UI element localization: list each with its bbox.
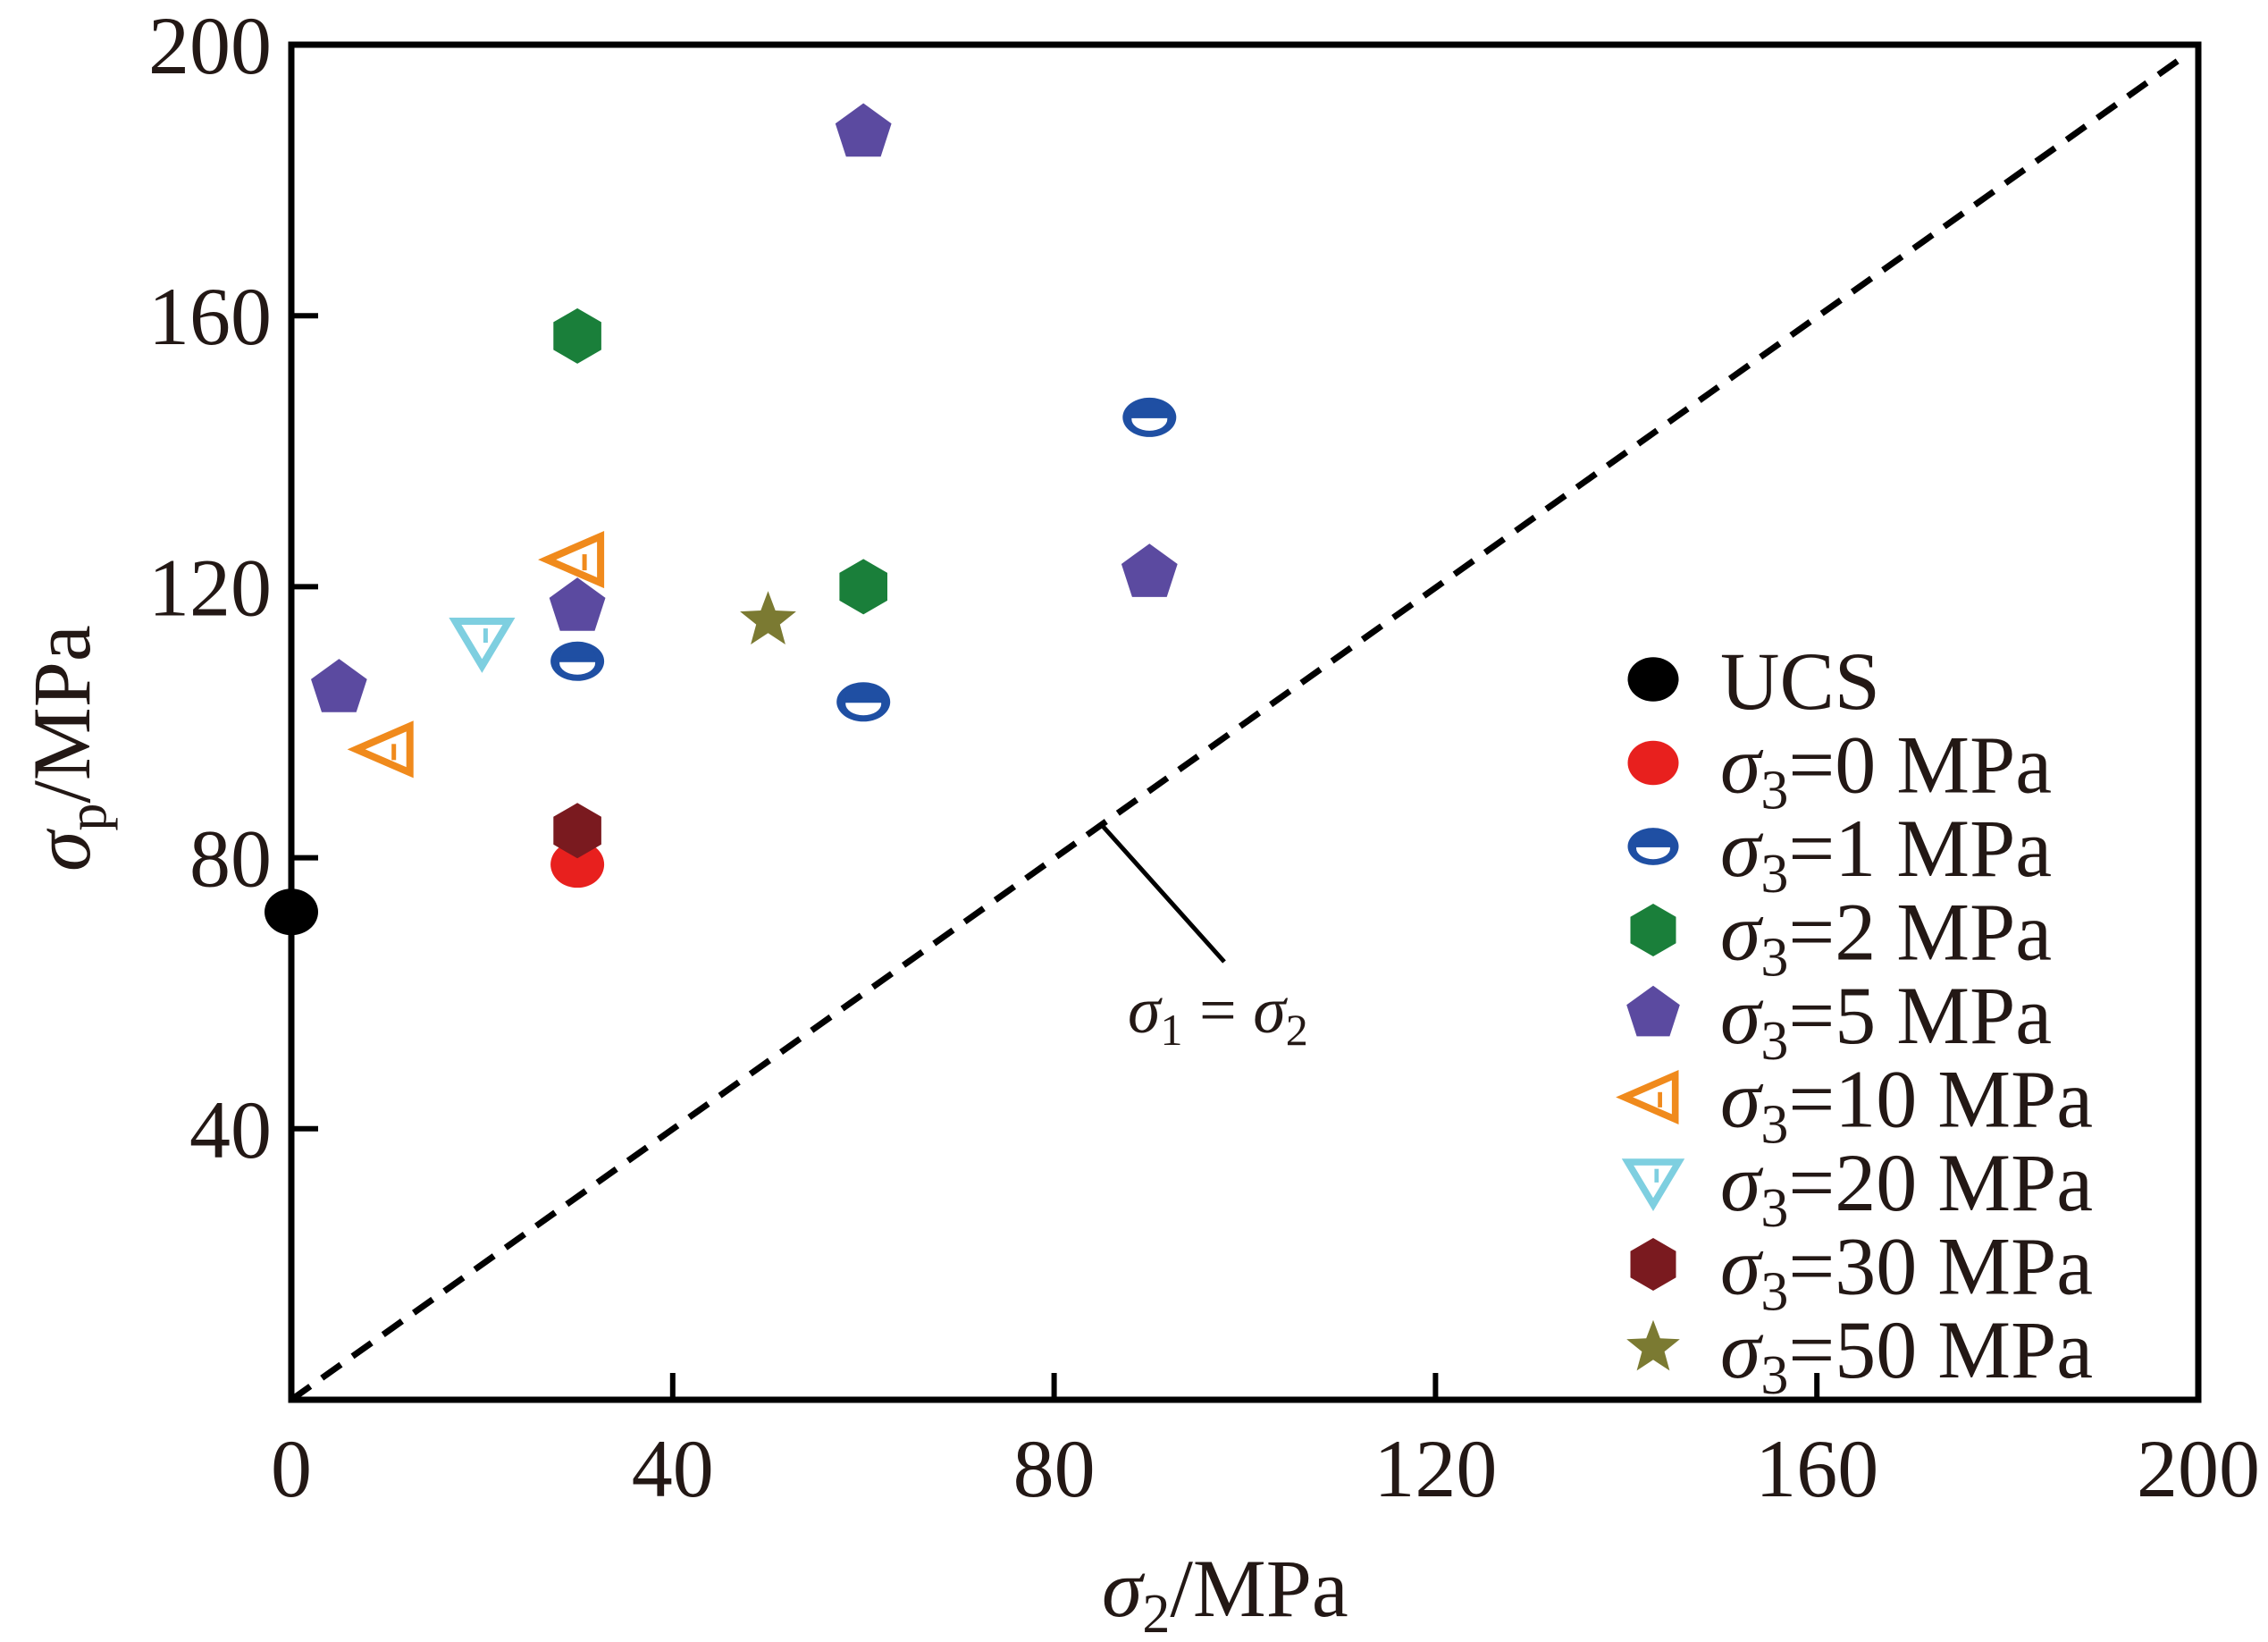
legend-marker — [1630, 1238, 1676, 1291]
legend-entry: UCS — [1627, 636, 1880, 727]
legend-marker — [1616, 1070, 1679, 1124]
plot-frame — [288, 41, 2202, 1403]
legend-marker — [1626, 985, 1680, 1037]
x-tick-label: 200 — [2137, 1423, 2260, 1514]
y-tick-label: 120 — [148, 542, 272, 633]
legend-label: σ3=0 MPa — [1720, 720, 2052, 821]
plot-area: σ1 = σ2 — [289, 56, 2183, 1402]
x-axis-title: σ2/MPa — [1102, 1543, 1348, 1642]
legend-entry: σ3=2 MPa — [1630, 887, 2052, 989]
marker-triangle-left-5-1 — [538, 530, 605, 589]
data-markers — [265, 103, 1178, 936]
legend-entry: σ3=1 MPa — [1627, 803, 2052, 905]
legend-label: σ3=50 MPa — [1720, 1304, 2093, 1406]
marker-star-8-0 — [740, 591, 796, 644]
axes: 0 40 80 120 160 200 40 80 120 160 200 σ2/MPa σp/MPa — [16, 0, 2260, 1642]
legend-marker — [1626, 1319, 1680, 1371]
reference-line — [289, 56, 2183, 1402]
y-tick-label: 40 — [189, 1084, 272, 1175]
legend-label: σ3=30 MPa — [1720, 1221, 2093, 1323]
y-axis-title: σp/MPa — [16, 625, 118, 872]
marker-circle-half-2-0 — [550, 641, 605, 681]
y-tick-label: 80 — [189, 813, 272, 905]
legend-label: σ3=1 MPa — [1720, 803, 2052, 905]
legend-entry: σ3=10 MPa — [1616, 1054, 2093, 1156]
legend-label: UCS — [1720, 636, 1880, 727]
legend-entry: σ3=0 MPa — [1627, 720, 2052, 821]
marker-triangle-down-6-0 — [449, 618, 516, 673]
marker-pentagon-4-2 — [835, 103, 892, 157]
legend-marker — [1621, 1158, 1685, 1211]
marker-pentagon-4-1 — [549, 577, 606, 631]
legend-entry: σ3=30 MPa — [1630, 1221, 2093, 1323]
annotation-leader — [1099, 822, 1226, 964]
y-tick-label: 160 — [148, 271, 272, 362]
legend-marker — [1627, 657, 1679, 702]
marker-hexagon-3-0 — [553, 307, 601, 364]
legend-marker — [1627, 828, 1679, 865]
marker-pentagon-4-3 — [1121, 543, 1178, 597]
x-tick-label: 120 — [1373, 1423, 1497, 1514]
legend-marker — [1627, 740, 1679, 786]
legend-entry: σ3=5 MPa — [1626, 970, 2052, 1072]
x-tick-label: 80 — [1013, 1423, 1096, 1514]
legend-entry: σ3=20 MPa — [1621, 1137, 2093, 1239]
legend-marker — [1630, 904, 1676, 956]
legend-label: σ3=10 MPa — [1720, 1054, 2093, 1156]
x-tick-label: 0 — [271, 1423, 312, 1514]
legend-label: σ3=20 MPa — [1720, 1137, 2093, 1239]
marker-circle-1-0 — [550, 841, 605, 888]
legend-label: σ3=2 MPa — [1720, 887, 2052, 989]
x-tick-label: 160 — [1755, 1423, 1878, 1514]
marker-pentagon-4-0 — [311, 659, 367, 712]
marker-hexagon-7-0 — [553, 803, 601, 859]
marker-triangle-left-5-0 — [347, 720, 414, 779]
marker-hexagon-3-1 — [839, 559, 887, 615]
legend-entry: σ3=50 MPa — [1626, 1304, 2093, 1406]
x-tick-label: 40 — [632, 1423, 714, 1514]
marker-circle-half-2-2 — [1122, 397, 1177, 437]
reference-line-label: σ1 = σ2 — [1128, 974, 1308, 1055]
y-tick-label: 200 — [148, 0, 272, 91]
marker-circle-half-2-1 — [836, 682, 891, 722]
legend-label: σ3=5 MPa — [1720, 970, 2052, 1072]
